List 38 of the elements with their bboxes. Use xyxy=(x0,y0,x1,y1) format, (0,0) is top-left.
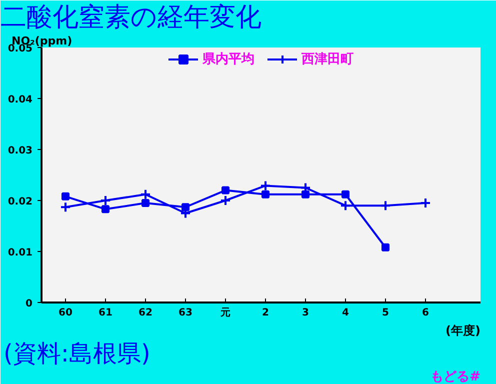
x-tick-label: 元 xyxy=(220,306,230,318)
point xyxy=(220,195,231,206)
x-tick-label: 61 xyxy=(98,308,112,318)
x-tick-label: 62 xyxy=(138,308,152,318)
point xyxy=(142,199,150,208)
x-tick-label: 5 xyxy=(382,308,390,318)
point xyxy=(420,198,431,209)
point xyxy=(340,200,351,212)
point xyxy=(260,180,271,192)
point xyxy=(380,200,391,212)
x-tick-label: 6 xyxy=(422,308,430,318)
text: もどる# xyxy=(430,370,481,384)
point xyxy=(262,190,270,198)
point xyxy=(182,203,190,212)
legend-label: 西津田町 xyxy=(302,51,354,68)
point xyxy=(102,205,110,214)
x-tick-label: 2 xyxy=(262,308,270,318)
y-tick-label: 0.03 xyxy=(8,146,33,156)
x-tick-label: 63 xyxy=(178,308,192,318)
point xyxy=(302,190,310,198)
point xyxy=(60,202,71,213)
point xyxy=(382,243,390,252)
y-tick-label: 0 xyxy=(26,298,33,310)
x-tick-label: 3 xyxy=(302,308,310,318)
chart-title: 二酸化窒素の経年変化 xyxy=(0,2,262,32)
point xyxy=(222,186,230,194)
y-tick-label: 0.02 xyxy=(8,196,33,208)
point xyxy=(100,195,111,206)
x-axis-title: (年度) xyxy=(446,324,480,338)
legend-label: 県内平均 xyxy=(202,51,254,68)
point xyxy=(342,190,350,198)
text: (資料:島根県) xyxy=(4,340,150,368)
x-tick-label: 4 xyxy=(342,308,350,318)
y-tick-label: 0.04 xyxy=(8,94,33,106)
point xyxy=(62,192,70,200)
point xyxy=(140,188,151,200)
y-tick-label: 0.01 xyxy=(8,248,33,258)
x-tick-label: 60 xyxy=(58,308,72,318)
